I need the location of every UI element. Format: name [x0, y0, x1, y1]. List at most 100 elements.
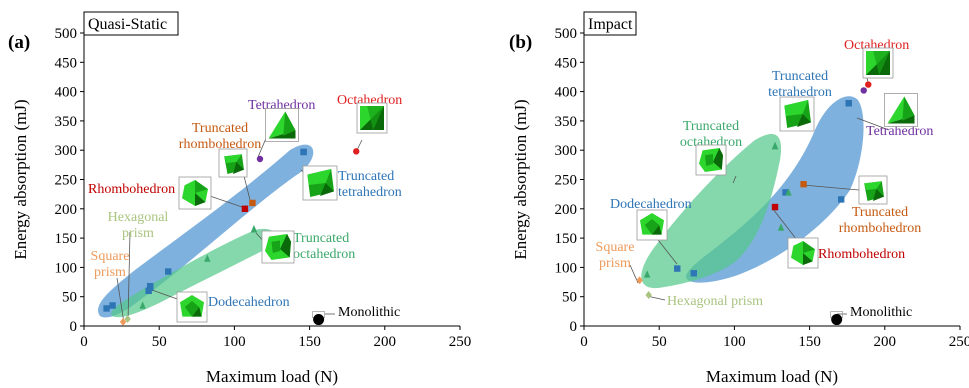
point-label: Truncated octahedron: [293, 231, 355, 262]
y-tick-label: 150: [55, 231, 78, 247]
point-label: Rhombohedron: [818, 247, 905, 262]
y-tick-label: 450: [55, 55, 78, 71]
point-marker: [250, 225, 258, 233]
y-tick-label: 250: [55, 173, 78, 189]
blue-marker: [165, 268, 172, 275]
leader-line: [116, 277, 125, 324]
y-tick-label: 200: [555, 202, 578, 218]
point-label: Dodecahedron: [610, 197, 692, 212]
y-tick-label: 50: [62, 290, 77, 306]
panel-title: Quasi-Static: [88, 16, 167, 33]
octahedron-icon: [356, 102, 388, 134]
y-tick-label: 150: [555, 231, 578, 247]
y-tick-label: 200: [55, 202, 78, 218]
point-marker: [860, 87, 867, 94]
y-tick-label: 250: [555, 173, 578, 189]
point-label: Square prism: [91, 249, 130, 280]
point-label: Truncated rhombohedron: [839, 205, 921, 236]
x-tick-label: 200: [874, 334, 897, 350]
point-label: Dodecahedron: [208, 295, 290, 310]
point-label: Tetrahedron: [866, 124, 933, 139]
green-marker: [204, 254, 211, 262]
point-marker: [124, 314, 131, 323]
point-label: Square prism: [596, 240, 635, 271]
tetrahedron-icon: [265, 108, 299, 142]
point-marker: [146, 284, 154, 292]
green-region: [111, 228, 277, 318]
blue-marker: [103, 305, 110, 312]
x-tick-label: 100: [223, 334, 246, 350]
tetrahedron-icon: [884, 93, 918, 127]
y-tick-label: 500: [555, 26, 578, 42]
blue-marker: [782, 189, 789, 196]
leader-line: [127, 231, 131, 323]
point-marker: [771, 203, 779, 211]
point-marker: [645, 290, 652, 299]
x-tick-label: 250: [949, 334, 969, 350]
y-tick-label: 0: [570, 319, 578, 335]
point-label: Monolithic: [338, 305, 400, 320]
octahedron-icon: [862, 47, 894, 79]
x-axis-label: Maximum load (N): [706, 367, 838, 386]
leader-line: [206, 194, 246, 209]
y-tick-label: 400: [555, 85, 578, 101]
panel-label: (b): [509, 32, 532, 53]
leader-line: [243, 175, 251, 201]
truncated-tetrahedron-icon: [779, 96, 815, 132]
leader-line: [802, 184, 860, 191]
leader-line: [856, 117, 890, 131]
green-marker: [777, 223, 785, 231]
y-axis-label: Energy absorption (mJ): [11, 99, 30, 259]
monolithic-marker: [831, 314, 843, 326]
point-marker: [353, 148, 360, 155]
x-tick-label: 150: [798, 334, 821, 350]
green-marker: [139, 301, 146, 309]
y-tick-label: 350: [55, 114, 78, 130]
green-marker: [785, 188, 792, 196]
point-label: Hexagonal prism: [108, 210, 169, 241]
truncated-octahedron-icon: [695, 144, 727, 176]
y-tick-label: 300: [555, 143, 578, 159]
leader-line: [654, 235, 678, 265]
point-marker: [241, 205, 249, 212]
green-region: [641, 134, 782, 289]
dodecahedron-icon: [176, 291, 208, 323]
panel-label: (a): [8, 32, 30, 53]
point-label: Truncated tetrahedron: [768, 69, 832, 100]
point-marker: [119, 317, 127, 326]
leader-line: [151, 289, 181, 301]
point-marker: [845, 100, 852, 107]
panel-title-box: [583, 11, 637, 36]
blue-marker: [690, 270, 697, 277]
rhombohedron-icon: [178, 176, 212, 210]
leader-line: [629, 264, 639, 284]
leader-line: [732, 175, 737, 184]
x-tick-label: 0: [580, 334, 588, 350]
point-marker: [636, 276, 643, 285]
x-tick-label: 100: [723, 334, 746, 350]
truncated-rhombohedron-icon: [218, 148, 248, 178]
y-tick-label: 0: [70, 319, 78, 335]
point-marker: [771, 141, 779, 150]
y-tick-label: 300: [55, 143, 78, 159]
point-label: Truncated tetrahedron: [338, 169, 402, 200]
point-marker: [865, 81, 872, 88]
y-tick-label: 100: [55, 260, 78, 276]
blue-marker: [837, 196, 845, 203]
dodecahedron-icon: [636, 209, 668, 241]
point-label: Truncated octahedron: [680, 119, 742, 150]
point-label: Rhombohedron: [88, 182, 175, 197]
x-tick-label: 250: [449, 334, 472, 350]
y-tick-label: 50: [562, 290, 577, 306]
truncated-octahedron-icon: [261, 230, 295, 264]
x-tick-label: 150: [298, 334, 321, 350]
y-tick-label: 350: [555, 114, 578, 130]
green-marker: [643, 270, 651, 278]
x-tick-label: 50: [652, 334, 667, 350]
point-marker: [800, 180, 807, 188]
rhombohedron-icon: [787, 237, 819, 269]
leader-line: [772, 208, 798, 241]
x-tick-label: 200: [374, 334, 397, 350]
panel-title-box: [83, 11, 179, 36]
